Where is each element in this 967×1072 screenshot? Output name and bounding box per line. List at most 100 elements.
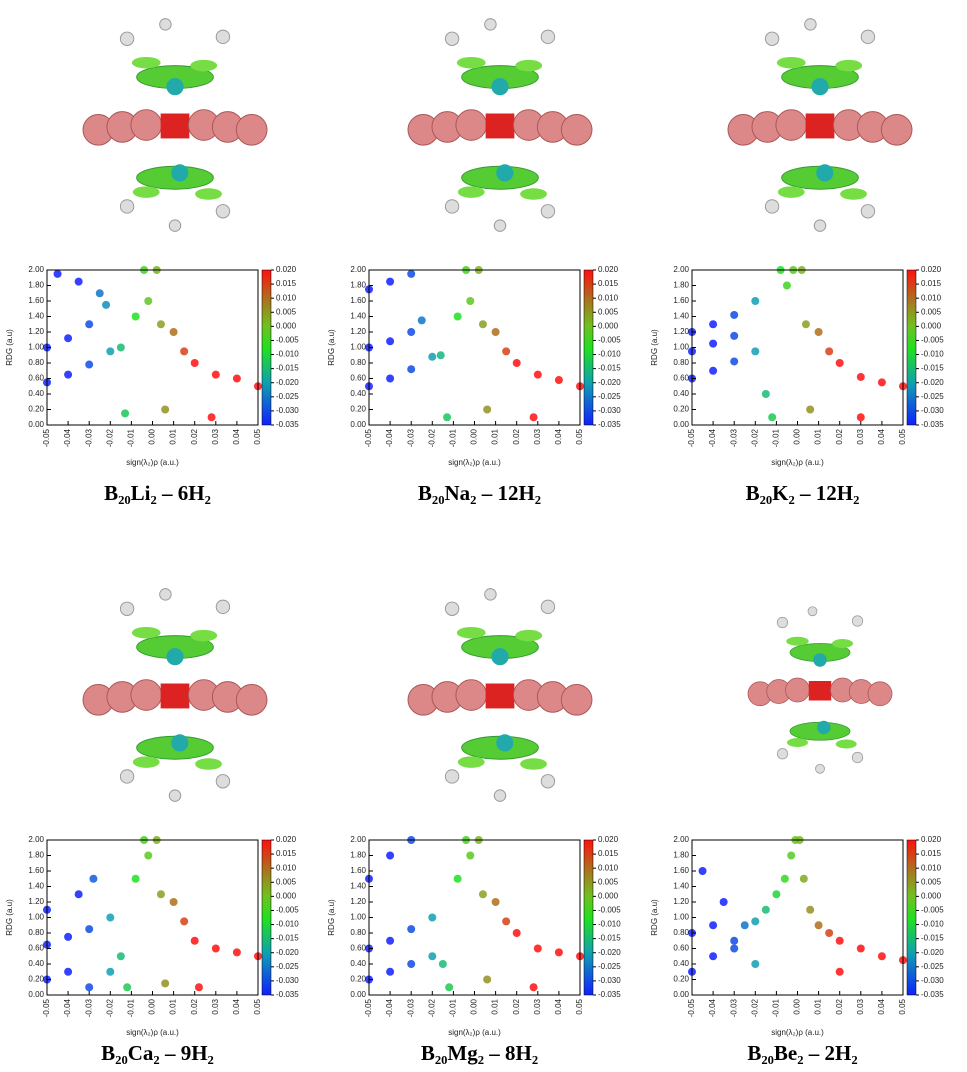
caption: B₂₀K₂ – 12H₂ [746,481,860,505]
data-point [512,359,521,367]
data-point [533,944,542,953]
data-point [483,405,492,414]
colorbar-tick-label: 0.020 [276,265,297,274]
colorbar-tick-label: 0.020 [598,265,619,274]
x-tick-label: -0.04 [708,998,717,1017]
colorbar-tick-label: 0.015 [921,849,942,858]
colorbar-tick-label: -0.030 [921,976,944,985]
colorbar-tick-label: 0.005 [598,877,619,886]
data-point [131,312,140,321]
colorbar-tick-label: -0.025 [598,392,621,401]
data-point [64,932,73,941]
data-point [169,898,178,906]
y-tick-label: 1.60 [673,866,689,875]
y-tick-label: 0.00 [350,420,366,429]
y-tick-label: 0.00 [28,420,44,429]
x-tick-label: -0.04 [708,428,717,447]
y-tick-label: 1.60 [350,866,366,875]
colorbar-tick-label: 0.010 [921,293,942,302]
data-point [180,917,189,926]
data-point [106,913,115,922]
y-tick-label: 0.80 [28,928,44,937]
data-point [438,960,447,968]
caption: B₂₀Ca₂ – 9H₂ [101,1041,214,1065]
y-axis-label: RDG (a.u) [5,329,14,366]
data-point [85,983,94,992]
data-point [814,921,823,930]
colorbar-tick-label: -0.015 [921,364,944,373]
x-tick-label: -0.01 [772,998,781,1017]
data-point [751,347,760,356]
data-point [772,890,781,899]
data-point [877,378,886,387]
x-tick-label: 0.02 [835,428,844,444]
colorbar-tick-label: -0.030 [276,406,299,415]
colorbar-tick-label: -0.010 [921,920,944,929]
x-tick-label: 0.01 [814,998,823,1014]
data-point [529,983,538,992]
colorbar-tick-label: 0.005 [921,877,942,886]
y-tick-label: 0.80 [673,358,689,367]
data-point [131,874,140,883]
colorbar-tick-label: 0.010 [598,863,619,872]
data-point [730,331,739,340]
y-tick-label: 1.20 [673,897,689,906]
y-tick-label: 1.00 [350,913,366,922]
x-tick-label: -0.04 [385,428,394,447]
data-point [806,905,815,914]
x-tick-label: 0.03 [211,428,220,444]
caption: B₂₀Be₂ – 2H₂ [747,1041,857,1065]
data-point [445,983,454,992]
data-point [709,952,718,961]
data-point [407,960,416,968]
colorbar-tick-label: 0.015 [921,279,942,288]
data-point [64,334,73,343]
x-tick-label: 0.02 [512,428,521,444]
caption: B₂₀Na₂ – 12H₂ [418,481,541,505]
y-tick-label: 1.20 [350,897,366,906]
data-point [232,948,241,957]
data-point [856,372,865,381]
y-tick-label: 0.20 [28,405,44,414]
data-point [161,405,170,414]
y-tick-label: 2.00 [350,265,366,274]
data-point [780,874,789,883]
x-tick-label: -0.02 [427,428,436,447]
caption: B₂₀Mg₂ – 8H₂ [421,1041,538,1065]
colorbar-tick-label: 0.020 [921,835,942,844]
data-point [806,405,815,414]
data-point [190,359,199,367]
colorbar-tick-label: -0.025 [276,962,299,971]
x-tick-label: -0.03 [406,998,415,1017]
data-point [751,297,760,305]
y-tick-label: 0.80 [350,928,366,937]
y-tick-label: 1.40 [28,312,44,321]
colorbar-tick-label: -0.015 [598,934,621,943]
data-point [768,413,777,422]
data-point [106,347,115,356]
colorbar-tick-label: -0.030 [598,406,621,415]
x-tick-label: 0.04 [232,998,241,1014]
colorbar-tick-label: 0.010 [276,293,297,302]
y-tick-label: 0.20 [28,975,44,984]
x-tick-label: -0.02 [750,428,759,447]
x-tick-label: 0.05 [253,428,262,444]
colorbar-tick-label: -0.005 [598,336,621,345]
colorbar-tick-label: -0.010 [276,350,299,359]
x-tick-label: 0.01 [169,998,178,1014]
x-tick-label: 0.00 [793,428,802,444]
y-tick-label: 1.80 [350,851,366,860]
data-point [466,851,475,860]
y-tick-label: 0.60 [350,374,366,383]
data-point [102,300,111,309]
x-tick-label: 0.04 [877,428,886,444]
x-tick-label: -0.04 [385,998,394,1017]
colorbar-tick-label: -0.020 [276,948,299,957]
molecule-image [82,588,268,802]
y-tick-label: 0.20 [673,405,689,414]
data-point [453,312,462,321]
y-tick-label: 0.80 [28,358,44,367]
data-point [386,967,395,976]
y-tick-label: 2.00 [673,265,689,274]
plot-frame [46,839,259,996]
